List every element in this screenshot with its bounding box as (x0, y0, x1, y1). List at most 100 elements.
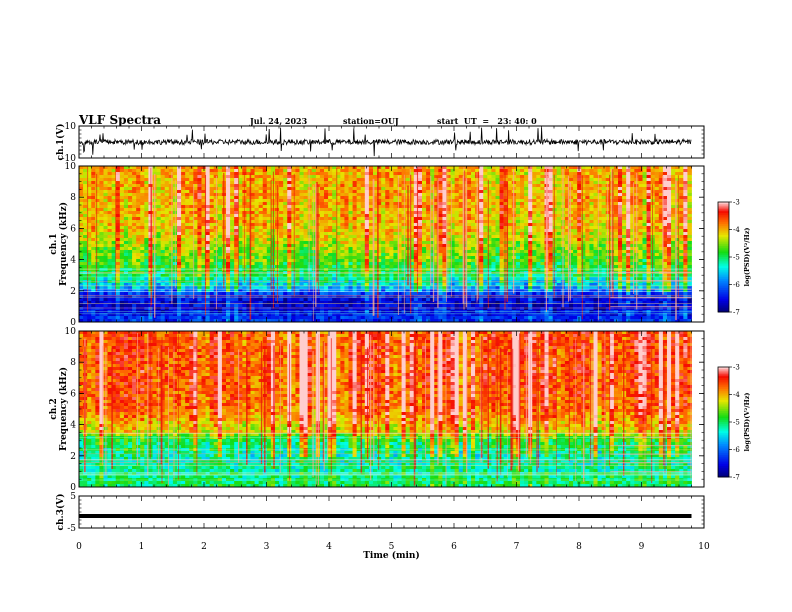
spectrogram-cell (467, 193, 471, 196)
spectrogram-cell (222, 301, 226, 304)
spectrogram-cell (140, 217, 144, 220)
spectrogram-cell (120, 250, 124, 253)
spectrogram-cell (344, 235, 348, 238)
spectrogram-cell (214, 166, 218, 169)
spectrogram-cell (95, 307, 99, 310)
spectrogram-cell (447, 202, 451, 205)
spectrogram-cell (308, 187, 312, 190)
spectrogram-cell (197, 301, 201, 304)
spectrogram-cell (455, 175, 459, 178)
spectrogram-cell (234, 199, 238, 202)
spectrogram-cell (353, 256, 357, 259)
spectrogram-cell (197, 247, 201, 250)
spectrogram-cell (169, 238, 173, 241)
spectrogram-cell (357, 172, 361, 175)
spectrogram-cell (79, 223, 83, 226)
spectrogram-cell (128, 298, 132, 301)
spectrogram-cell (91, 268, 95, 271)
spectrogram-cell (414, 298, 418, 301)
spectrogram-cell (328, 181, 332, 184)
spectrogram-cell (389, 184, 393, 187)
spectrogram-cell (308, 226, 312, 229)
spectrogram-cell (308, 292, 312, 295)
spectrogram-cell (234, 229, 238, 232)
spectrogram-cell (234, 166, 238, 169)
spectrogram-cell (177, 244, 181, 247)
spectrogram-cell (230, 235, 234, 238)
spectrogram-cell (206, 223, 210, 226)
spectrogram-cell (418, 241, 422, 244)
spectrogram-cell (255, 181, 259, 184)
spectrogram-cell (295, 277, 299, 280)
spectrogram-cell (295, 307, 299, 310)
spectrogram-cell (210, 190, 214, 193)
spectrogram-cell (389, 304, 393, 307)
spectrogram-cell (275, 304, 279, 307)
spectrogram-cell (161, 175, 165, 178)
spectrogram-cell (157, 166, 161, 169)
spectrogram-cell (128, 241, 132, 244)
spectrogram-cell (426, 193, 430, 196)
spectrogram-cell (459, 181, 463, 184)
spectrogram-cell (210, 277, 214, 280)
spectrogram-cell (406, 316, 410, 319)
spectrogram-cell (140, 268, 144, 271)
spectrogram-cell (230, 214, 234, 217)
spectrogram-cell (467, 241, 471, 244)
spectrogram-cell (267, 304, 271, 307)
spectrogram-cell (263, 307, 267, 310)
spectrogram-cell (230, 223, 234, 226)
spectrogram-cell (361, 220, 365, 223)
spectrogram-cell (381, 292, 385, 295)
spectrogram-cell (177, 202, 181, 205)
spectrogram-cell (353, 205, 357, 208)
spectrogram-cell (422, 301, 426, 304)
spectrogram-cell (218, 223, 222, 226)
spectrogram-cell (300, 202, 304, 205)
spectrogram-cell (340, 214, 344, 217)
spectrogram-cell (438, 292, 442, 295)
spectrogram-cell (120, 175, 124, 178)
spectrogram-cell (361, 268, 365, 271)
spectrogram-cell (402, 220, 406, 223)
spectrogram-cell (104, 196, 108, 199)
spectrogram-cell (140, 256, 144, 259)
spectrogram-cell (300, 304, 304, 307)
spectrogram-cell (226, 277, 230, 280)
spectrogram-cell (320, 220, 324, 223)
spectrogram-cell (279, 298, 283, 301)
spectrogram-cell (365, 181, 369, 184)
spectrogram-cell (467, 184, 471, 187)
spectrogram-cell (459, 178, 463, 181)
spectrogram-cell (304, 235, 308, 238)
spectrogram-cell (185, 184, 189, 187)
spectrogram-cell (120, 235, 124, 238)
spectrogram-cell (353, 196, 357, 199)
spectrogram-cell (157, 229, 161, 232)
spectrogram-cell (300, 277, 304, 280)
spectrogram-cell (169, 217, 173, 220)
spectrogram-cell (324, 205, 328, 208)
spectrogram-cell (124, 232, 128, 235)
spectrogram-cell (340, 253, 344, 256)
spectrogram-cell (79, 175, 83, 178)
spectrogram-cell (459, 172, 463, 175)
spectrogram-cell (255, 187, 259, 190)
spectrogram-cell (353, 208, 357, 211)
spectrogram-cell (410, 166, 414, 169)
spectrogram-cell (438, 235, 442, 238)
spectrogram-cell (177, 265, 181, 268)
spectrogram-cell (259, 199, 263, 202)
spectrogram-cell (447, 223, 451, 226)
spectrogram-cell (438, 238, 442, 241)
spectrogram-cell (234, 277, 238, 280)
spectrogram-cell (402, 211, 406, 214)
spectrogram-cell (95, 265, 99, 268)
spectrogram-cell (365, 196, 369, 199)
spectrogram-cell (467, 235, 471, 238)
spectrogram-cell (259, 193, 263, 196)
spectrogram-cell (291, 304, 295, 307)
spectrogram-cell (136, 166, 140, 169)
spectrogram-cell (108, 238, 112, 241)
spectrogram-cell (218, 190, 222, 193)
